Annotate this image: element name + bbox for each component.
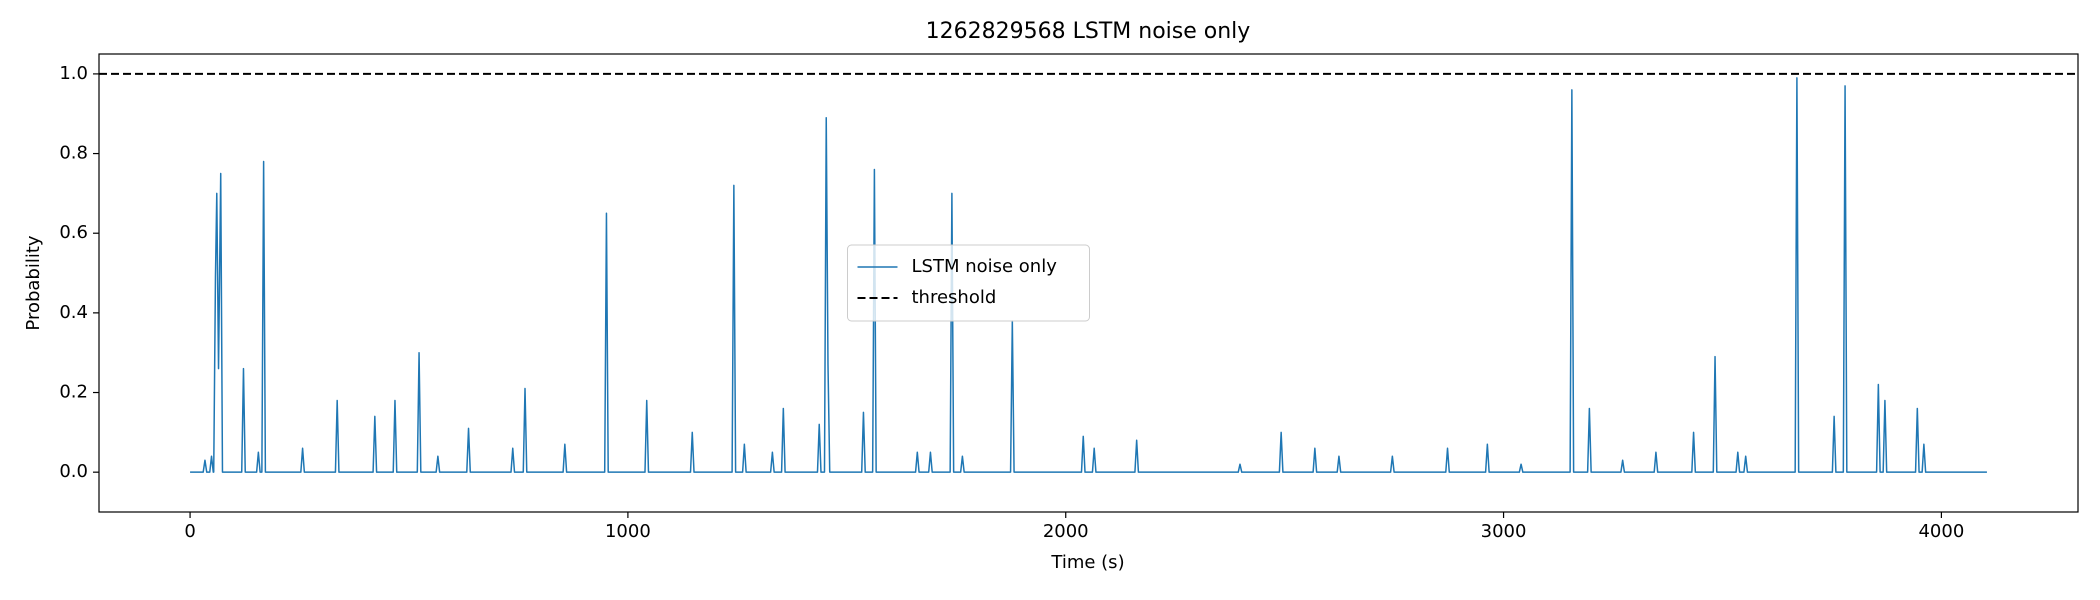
legend-box: [847, 244, 1090, 322]
y-tick-label: 0.2: [59, 382, 88, 403]
legend-label: LSTM noise only: [912, 256, 1058, 277]
x-tick-label: 4000: [1918, 521, 1964, 542]
x-axis-label: Time (s): [1050, 552, 1124, 573]
chart-title: 1262829568 LSTM noise only: [926, 19, 1251, 44]
y-tick-label: 1.0: [59, 63, 88, 84]
plot-frame: [98, 53, 2079, 513]
y-axis-label: Probability: [23, 235, 44, 330]
y-tick-label: 0.0: [59, 461, 88, 482]
y-tick-label: 0.4: [59, 302, 88, 323]
x-tick-label: 3000: [1481, 521, 1527, 542]
legend-label: threshold: [912, 287, 997, 308]
data-line: [190, 77, 1987, 473]
x-tick-label: 1000: [605, 521, 651, 542]
x-tick-label: 2000: [1043, 521, 1089, 542]
x-tick-label: 0: [184, 521, 195, 542]
y-tick-label: 0.8: [59, 143, 88, 164]
y-tick-label: 0.6: [59, 222, 88, 243]
